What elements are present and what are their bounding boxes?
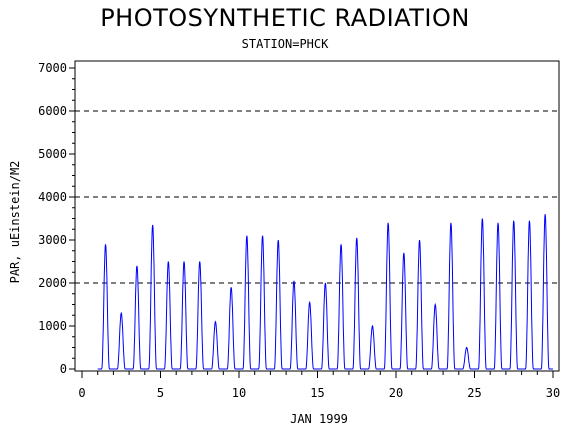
x-tick-label: 20	[389, 386, 403, 400]
y-tick-label: 3000	[38, 233, 67, 247]
x-axis: 0 5 10 15 20 25 30	[78, 371, 560, 400]
y-tick-label: 0	[60, 362, 67, 376]
x-axis-label: JAN 1999	[290, 412, 348, 426]
x-tick-label: 15	[310, 386, 324, 400]
x-tick-label: 0	[78, 386, 85, 400]
x-tick-label: 5	[157, 386, 164, 400]
x-tick-label: 25	[467, 386, 481, 400]
x-tick-label: 30	[546, 386, 560, 400]
plot-frame	[74, 60, 560, 372]
y-axis: 0 1000 2000 3000 4000 5000 6000 7000	[38, 61, 75, 376]
y-tick-label: 7000	[38, 61, 67, 75]
par-series-line	[97, 214, 553, 370]
y-tick-label: 5000	[38, 147, 67, 161]
y-tick-label: 1000	[38, 319, 67, 333]
chart-title: PHOTOSYNTHETIC RADIATION	[100, 4, 470, 32]
x-tick-label: 10	[232, 386, 246, 400]
y-tick-label: 2000	[38, 276, 67, 290]
y-tick-label: 4000	[38, 190, 67, 204]
y-axis-label: PAR, uEinstein/M2	[8, 161, 22, 284]
chart-subtitle: STATION=PHCK	[241, 37, 329, 51]
reference-lines	[75, 110, 559, 284]
y-tick-label: 6000	[38, 104, 67, 118]
